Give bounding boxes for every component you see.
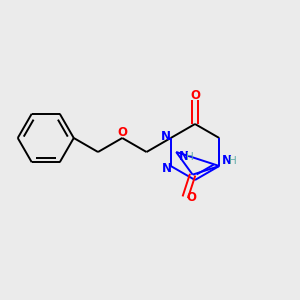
Text: O: O (117, 125, 127, 139)
Text: N: N (179, 151, 189, 164)
Text: N: N (162, 161, 172, 175)
Text: H: H (186, 152, 194, 162)
Text: N: N (222, 154, 232, 167)
Text: O: O (190, 89, 200, 102)
Text: N: N (161, 130, 171, 142)
Text: H: H (229, 156, 237, 166)
Text: O: O (186, 191, 196, 204)
